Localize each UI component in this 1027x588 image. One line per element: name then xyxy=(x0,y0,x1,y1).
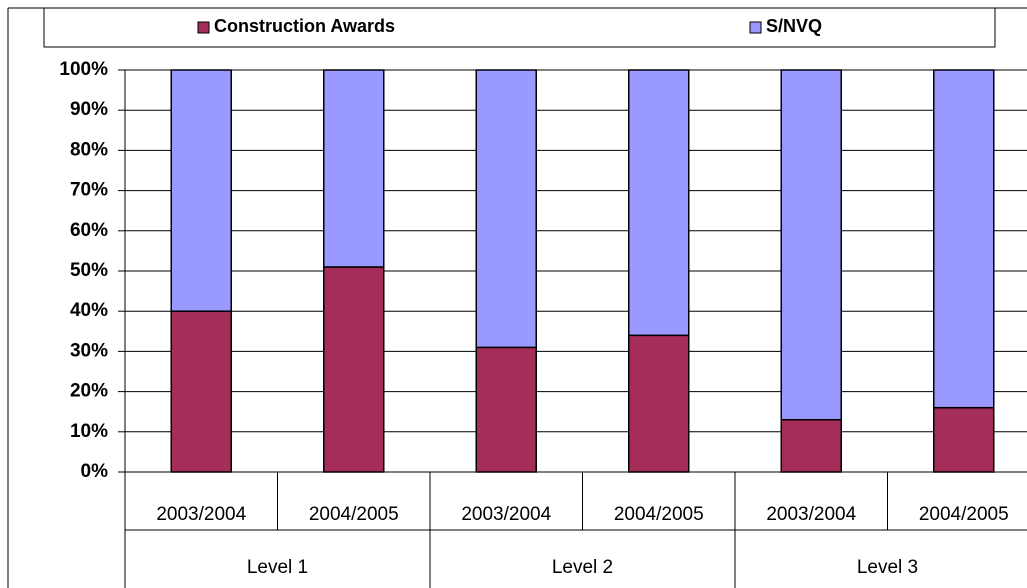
y-tick-label: 30% xyxy=(70,340,108,361)
bar-segment xyxy=(323,69,385,268)
legend-box xyxy=(43,7,996,48)
x-tick-label: 2004/2005 xyxy=(309,504,399,525)
y-tick-label: 50% xyxy=(70,260,108,281)
x-tick-label: 2003/2004 xyxy=(461,504,551,525)
group-label: Level 1 xyxy=(247,557,308,578)
y-tick-label: 0% xyxy=(81,461,109,482)
legend-swatch xyxy=(197,21,210,34)
bar-segment xyxy=(475,69,537,349)
legend-swatch xyxy=(749,21,762,34)
y-tick-label: 70% xyxy=(70,180,108,201)
legend-label: S/NVQ xyxy=(766,16,822,36)
y-tick-label: 90% xyxy=(70,99,108,120)
x-tick-label: 2003/2004 xyxy=(766,504,856,525)
y-tick-label: 100% xyxy=(59,59,108,80)
bar-segment xyxy=(933,406,995,473)
bar-segment xyxy=(628,334,690,473)
bar-segment xyxy=(475,346,537,473)
group-label: Level 2 xyxy=(552,557,613,578)
x-tick-label: 2003/2004 xyxy=(156,504,246,525)
group-label: Level 3 xyxy=(857,557,918,578)
y-tick-label: 20% xyxy=(70,381,108,402)
y-tick-label: 80% xyxy=(70,139,108,160)
bar-segment xyxy=(780,69,842,421)
bar-segment xyxy=(628,69,690,337)
y-tick-label: 40% xyxy=(70,300,108,321)
bar-segment xyxy=(780,418,842,473)
y-tick-label: 10% xyxy=(70,421,108,442)
bar-segment xyxy=(170,69,232,312)
x-tick-label: 2004/2005 xyxy=(919,504,1009,525)
x-tick-label: 2004/2005 xyxy=(614,504,704,525)
y-tick-label: 60% xyxy=(70,220,108,241)
legend-label: Construction Awards xyxy=(214,16,395,36)
bar-segment xyxy=(170,310,232,473)
bar-segment xyxy=(933,69,995,409)
bar-segment xyxy=(323,266,385,473)
